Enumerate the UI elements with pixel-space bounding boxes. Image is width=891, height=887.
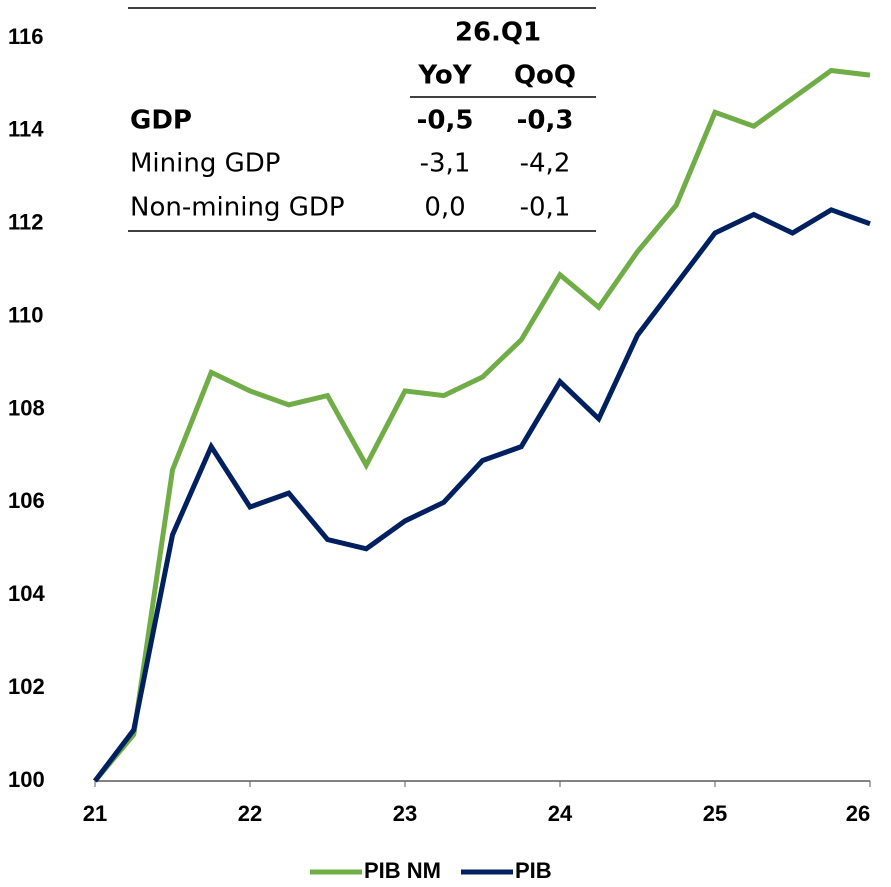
x-tick-label: 21 xyxy=(83,801,107,826)
table-column: YoY xyxy=(417,61,472,91)
table-row-label: Mining GDP xyxy=(130,149,280,179)
y-tick-label: 104 xyxy=(8,581,45,606)
y-tick-label: 108 xyxy=(8,395,45,420)
table-cell: 0,0 xyxy=(424,193,465,223)
y-tick-label: 112 xyxy=(8,210,44,235)
legend-label: PIB NM xyxy=(364,858,441,883)
x-tick-label: 24 xyxy=(548,801,573,826)
table-cell: -4,2 xyxy=(520,149,571,179)
table-row-label: GDP xyxy=(130,106,192,136)
table-cell: -3,1 xyxy=(420,149,471,179)
table-column: QoQ xyxy=(514,61,576,91)
series-line xyxy=(93,207,871,783)
table-cell: -0,3 xyxy=(517,106,574,136)
series-line xyxy=(93,67,871,783)
table-period: 26.Q1 xyxy=(455,18,541,48)
x-tick-label: 22 xyxy=(238,801,262,826)
y-tick-label: 116 xyxy=(8,24,44,49)
x-tick-label: 25 xyxy=(703,801,727,826)
y-tick-label: 102 xyxy=(8,674,45,699)
y-tick-label: 110 xyxy=(8,302,44,327)
y-tick-label: 114 xyxy=(8,117,44,142)
y-tick-label: 106 xyxy=(8,488,45,513)
x-tick-label: 26 xyxy=(846,801,870,826)
table-cell: -0,1 xyxy=(520,193,571,223)
x-tick-label: 23 xyxy=(393,801,417,826)
table-cell: -0,5 xyxy=(417,106,474,136)
table-row-label: Non-mining GDP xyxy=(130,193,345,223)
legend-label: PIB xyxy=(515,858,552,883)
y-tick-label: 100 xyxy=(8,767,45,792)
